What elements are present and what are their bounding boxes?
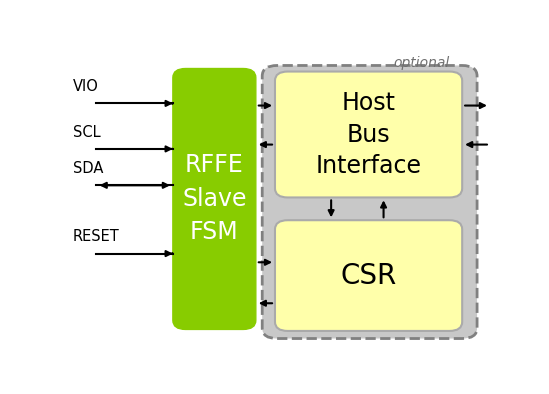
Text: CSR: CSR bbox=[340, 262, 397, 290]
Text: RFFE
Slave
FSM: RFFE Slave FSM bbox=[182, 154, 247, 244]
FancyBboxPatch shape bbox=[173, 69, 256, 329]
FancyBboxPatch shape bbox=[275, 72, 462, 197]
Text: Host
Bus
Interface: Host Bus Interface bbox=[316, 91, 422, 178]
Text: VIO: VIO bbox=[73, 79, 99, 94]
Text: optional: optional bbox=[394, 56, 450, 70]
FancyBboxPatch shape bbox=[275, 220, 462, 331]
Text: RESET: RESET bbox=[73, 229, 120, 244]
Text: SDA: SDA bbox=[73, 161, 103, 176]
Text: SCL: SCL bbox=[73, 125, 100, 140]
FancyBboxPatch shape bbox=[262, 65, 477, 338]
